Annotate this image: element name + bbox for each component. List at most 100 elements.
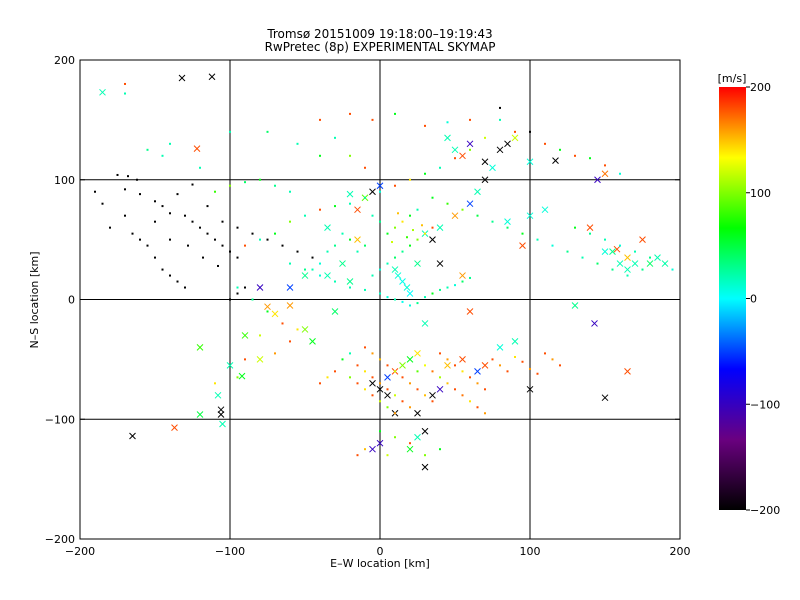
data-point-dot: [521, 360, 524, 363]
data-point-dot: [184, 214, 186, 217]
data-point-dot: [349, 286, 351, 289]
data-point-dot: [476, 406, 479, 409]
data-point-dot: [289, 340, 291, 343]
data-point-x: [219, 420, 226, 428]
data-point-dot: [431, 400, 434, 403]
x-tick-label: 100: [520, 545, 541, 558]
data-point-x: [466, 308, 474, 315]
data-point-dot: [371, 214, 374, 217]
data-point-dot: [461, 370, 464, 373]
data-point-dot: [356, 454, 359, 457]
data-point-dot: [236, 256, 239, 259]
data-point-dot: [379, 268, 381, 271]
data-point-x: [474, 188, 481, 196]
data-point-dot: [589, 157, 591, 160]
data-point-x: [552, 157, 559, 164]
data-point-dot: [229, 130, 231, 133]
data-point-dot: [409, 382, 411, 385]
data-point-dot: [229, 250, 231, 253]
x-tick-label: 0: [377, 545, 384, 558]
data-point-dot: [386, 232, 389, 235]
data-point-dot: [401, 220, 404, 223]
colorbar-tick-label: −200: [750, 504, 780, 517]
data-point-dot: [484, 388, 486, 391]
data-point-x: [331, 308, 339, 315]
data-point-dot: [229, 298, 231, 301]
data-point-dot: [439, 166, 441, 169]
data-point-dot: [349, 202, 351, 205]
data-point-dot: [214, 382, 216, 385]
data-point-dot: [236, 376, 239, 379]
data-point-dot: [589, 232, 591, 235]
data-point-dot: [386, 406, 389, 409]
data-point-dot: [446, 358, 449, 361]
data-point-dot: [356, 250, 359, 253]
data-point-dot: [244, 244, 246, 247]
data-point-dot: [244, 286, 246, 289]
data-point-dot: [176, 280, 179, 283]
data-point-x: [346, 190, 354, 198]
data-point-x: [264, 303, 271, 311]
data-point-dot: [296, 142, 299, 145]
data-point-dot: [401, 400, 404, 403]
data-point-dot: [259, 334, 261, 337]
data-point-dot: [641, 268, 644, 271]
data-point-dot: [364, 346, 366, 349]
data-point-x: [238, 372, 246, 380]
data-point-dot: [334, 370, 336, 373]
data-point-dot: [424, 364, 426, 367]
data-point-dot: [391, 241, 393, 244]
data-point-dot: [476, 214, 479, 217]
data-point-dot: [229, 184, 231, 187]
data-point-dot: [446, 202, 449, 205]
data-point-dot: [409, 304, 411, 307]
data-point-x: [421, 427, 429, 435]
data-point-x: [474, 367, 481, 375]
data-point-x: [217, 406, 225, 414]
data-point-dot: [461, 280, 464, 283]
data-point-dot: [446, 121, 449, 124]
data-point-dot: [334, 136, 336, 139]
data-point-x: [511, 134, 519, 142]
data-point-dot: [236, 286, 239, 289]
data-point-dot: [439, 352, 441, 355]
data-point-dot: [536, 372, 539, 375]
data-point-dot: [217, 264, 219, 267]
data-point-dot: [187, 244, 189, 247]
y-tick-label: 200: [54, 54, 75, 67]
grid-layer: [80, 60, 680, 539]
colorbar: [m/s] 200 100 0 −100 −200: [718, 72, 781, 517]
data-point-x: [466, 140, 474, 148]
x-tick-label: −100: [215, 545, 245, 558]
data-point-dot: [259, 238, 261, 241]
data-point-x: [391, 266, 399, 273]
data-point-dot: [161, 205, 164, 208]
data-point-x: [631, 260, 639, 267]
data-point-x: [421, 320, 429, 327]
data-point-x: [346, 278, 354, 285]
data-point-dot: [334, 205, 336, 208]
data-point-dot: [506, 370, 509, 373]
data-point-dot: [349, 154, 351, 157]
data-point-dot: [484, 136, 486, 139]
data-point-dot: [514, 130, 516, 133]
data-point-x: [403, 284, 411, 291]
data-point-dot: [379, 220, 381, 223]
data-point-x: [601, 394, 609, 402]
data-point-dot: [296, 328, 299, 331]
data-point-x: [436, 385, 444, 393]
data-point-dot: [469, 276, 471, 279]
data-point-x: [406, 445, 414, 453]
data-point-dot: [406, 236, 408, 239]
data-point-dot: [364, 370, 366, 373]
data-point-dot: [274, 184, 276, 187]
data-point-dot: [371, 118, 374, 121]
data-point-dot: [604, 164, 606, 167]
data-point-dot: [364, 288, 366, 291]
data-point-dot: [611, 268, 614, 271]
data-point-dot: [394, 226, 396, 229]
data-point-dot: [529, 130, 531, 133]
data-point-dot: [559, 364, 561, 367]
data-point-dot: [199, 226, 201, 229]
data-point-dot: [386, 296, 389, 299]
